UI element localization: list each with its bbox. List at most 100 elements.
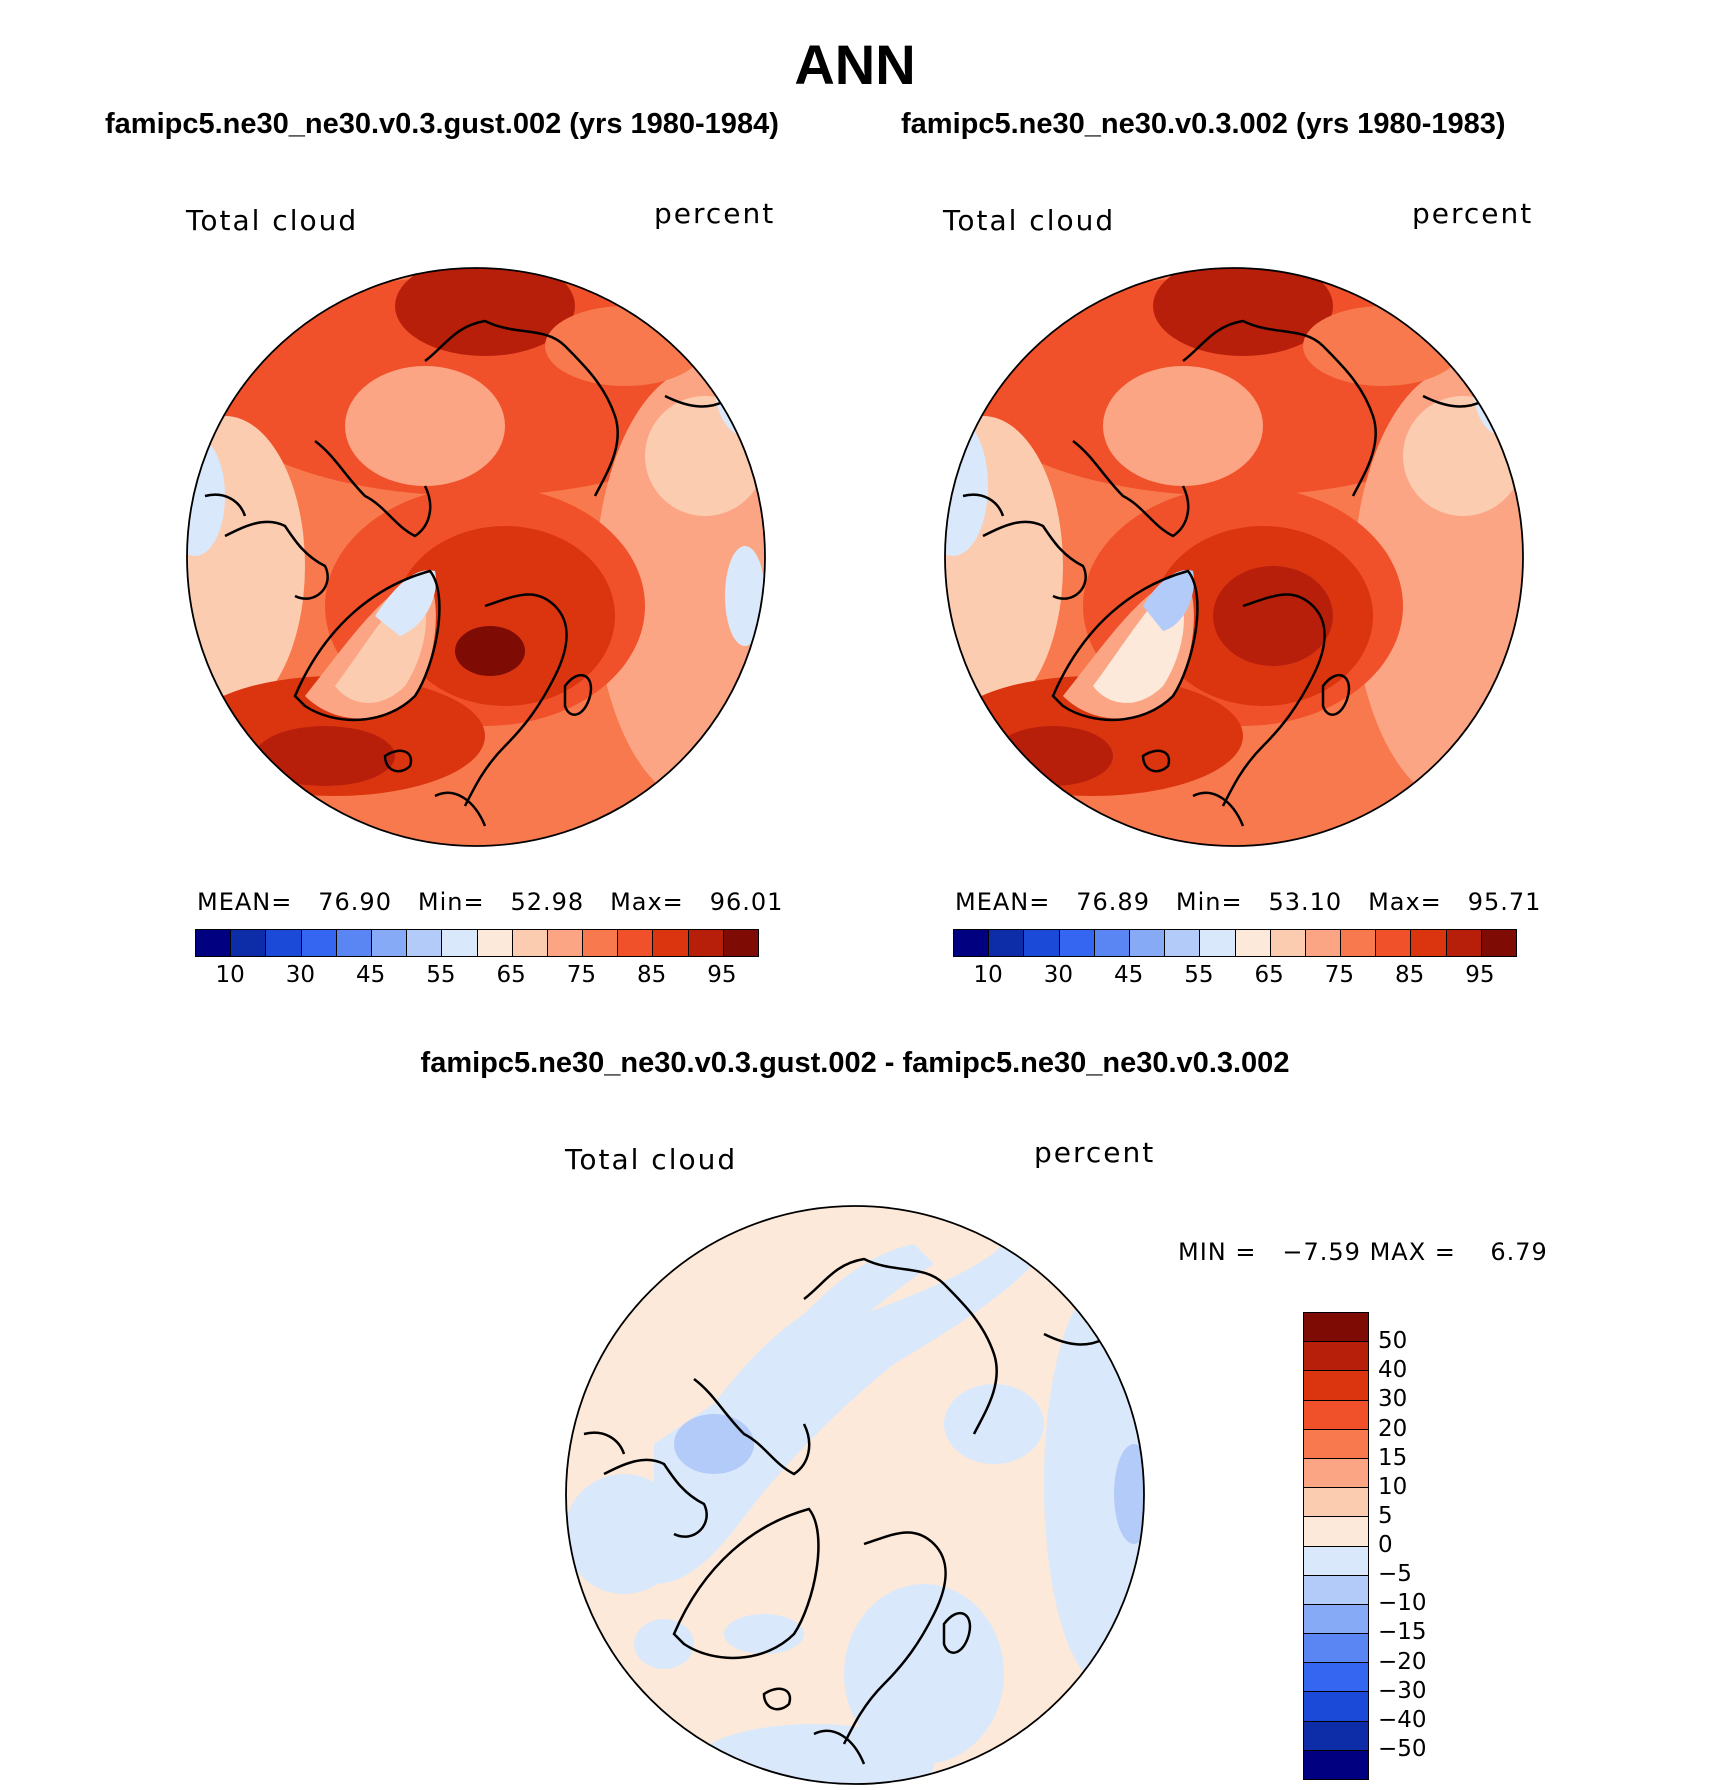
colorbar-swatch [723,930,758,956]
colorbar-tick-label: 10 [215,962,245,988]
colorbar-tick-label: 10 [973,962,1003,988]
colorbar-tick-label: 55 [1184,962,1214,988]
colorbar-swatch [1411,930,1447,956]
colorbar-tick-label: 30 [1378,1386,1408,1413]
colorbar-swatch [653,930,689,956]
panel1-colorbar-labels: 10 30 45 55 65 75 85 95 [195,962,757,992]
colorbar-tick-label: −15 [1378,1619,1427,1646]
colorbar-tick-label: 5 [1378,1502,1393,1529]
colorbar-tick-label: 10 [1378,1473,1408,1500]
colorbar-tick-label: 50 [1378,1328,1408,1355]
panel3-max-value: 6.79 [1490,1238,1548,1266]
colorbar-swatch [1235,930,1271,956]
panel3-max-label: MAX = [1369,1238,1456,1266]
panel2-max-value: 95.71 [1467,888,1542,916]
colorbar-swatch [1304,1604,1368,1635]
panel3-title: famipc5.ne30_ne30.v0.3.gust.002 - famipc… [420,1047,1290,1079]
panel2-colorbar-labels: 10 30 45 55 65 75 85 95 [953,962,1515,992]
panel2-max-label: Max= [1368,888,1442,916]
colorbar-swatch [1059,930,1095,956]
colorbar-tick-label: 40 [1378,1357,1408,1384]
colorbar-swatch [512,930,548,956]
colorbar-swatch [1270,930,1306,956]
colorbar-swatch [371,930,408,956]
panel2-mean-label: MEAN= [955,888,1051,916]
panel1-min-value: 52.98 [510,888,585,916]
colorbar-swatch [1304,1517,1368,1547]
panel2-min-value: 53.10 [1268,888,1343,916]
panel1-title: famipc5.ne30_ne30.v0.3.gust.002 (yrs 198… [105,108,779,140]
colorbar-swatch [1305,930,1342,956]
colorbar-swatch [196,930,232,956]
colorbar-swatch [954,930,990,956]
colorbar-swatch [1304,1400,1368,1430]
colorbar-swatch [442,930,478,956]
colorbar-tick-label: −5 [1378,1561,1412,1588]
panel2-min-label: Min= [1175,888,1243,916]
colorbar-swatch [407,930,443,956]
panel1-max-value: 96.01 [709,888,784,916]
colorbar-swatch [1304,1313,1368,1343]
colorbar-swatch [989,930,1025,956]
panel1-min-label: Min= [417,888,485,916]
panel1-mean-label: MEAN= [197,888,293,916]
colorbar-tick-label: 85 [636,962,667,988]
colorbar-swatch [1341,930,1377,956]
colorbar-swatch [336,930,372,956]
panel3-stats: MIN = −7.59 MAX = 6.79 [1178,1238,1548,1266]
panel3-right-label: percent [1034,1136,1156,1169]
panel2-stats: MEAN= 76.89 Min= 53.10 Max= 95.71 [955,888,1541,916]
colorbar-tick-label: 45 [355,962,386,988]
colorbar-swatch [1165,930,1201,956]
colorbar-swatch [1304,1721,1368,1751]
colorbar-tick-label: 75 [566,962,597,988]
colorbar-tick-label: 75 [1324,962,1355,988]
panel1-left-label: Total cloud [186,204,359,237]
colorbar-tick-label: 45 [1113,962,1144,988]
panel2-left-label: Total cloud [943,204,1116,237]
colorbar-tick-label: −20 [1378,1648,1427,1675]
colorbar-swatch [1304,1429,1368,1459]
panel2-right-label: percent [1412,197,1534,230]
panel2-mean-value: 76.89 [1076,888,1150,916]
colorbar-tick-label: 0 [1378,1532,1393,1558]
colorbar-swatch [1304,1634,1368,1664]
colorbar-swatch [1200,930,1236,956]
colorbar-swatch [1304,1575,1368,1605]
colorbar-swatch [1129,930,1166,956]
colorbar-tick-label: −50 [1378,1735,1427,1762]
panel3-min-value: −7.59 [1282,1238,1361,1266]
colorbar-swatch [1481,930,1516,956]
colorbar-swatch [618,930,654,956]
panel2-map [944,267,1524,847]
colorbar-swatch [1304,1663,1368,1693]
colorbar-swatch [547,930,584,956]
colorbar-swatch [1446,930,1482,956]
colorbar-swatch [1094,930,1130,956]
colorbar-tick-label: 30 [285,962,316,988]
colorbar-swatch [1304,1546,1368,1576]
colorbar-tick-label: 15 [1378,1444,1408,1471]
panel3-map [565,1205,1145,1785]
panel1-right-label: percent [654,197,776,230]
colorbar-swatch [688,930,724,956]
colorbar-swatch [1304,1750,1368,1779]
figure-title: ANN [794,33,916,96]
colorbar-swatch [1304,1371,1368,1401]
colorbar-swatch [231,930,267,956]
panel3-min-label: MIN = [1178,1238,1257,1266]
colorbar-tick-label: 85 [1394,962,1425,988]
colorbar-tick-label: 65 [496,962,526,988]
colorbar-swatch [1304,1692,1368,1722]
panel1-stats: MEAN= 76.90 Min= 52.98 Max= 96.01 [197,888,783,916]
colorbar-tick-label: −40 [1378,1706,1427,1733]
colorbar-tick-label: 95 [1465,962,1495,988]
colorbar-tick-label: 65 [1254,962,1284,988]
panel2-colorbar [953,929,1517,957]
colorbar-tick-label: −30 [1378,1677,1427,1704]
panel1-max-label: Max= [610,888,684,916]
colorbar-swatch [1304,1488,1368,1518]
colorbar-swatch [583,930,619,956]
panel3-colorbar-labels: 50 40 30 20 15 10 5 0 −5 −10 −15 −20 −30 −40 −50 [1378,1312,1458,1778]
colorbar-swatch [266,930,302,956]
